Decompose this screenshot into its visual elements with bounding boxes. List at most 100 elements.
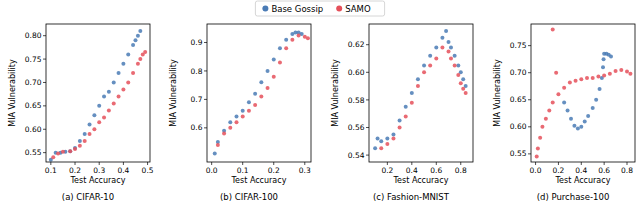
point <box>628 72 632 76</box>
x-tick-label: 0.4 <box>117 166 129 175</box>
y-tick-label: 0.62 <box>348 40 365 49</box>
point <box>68 149 72 153</box>
x-tick-label: 0.2 <box>69 166 81 175</box>
x-tick-label: 0.2 <box>381 166 393 175</box>
point <box>107 109 111 113</box>
y-tick-label: 0.60 <box>510 122 527 131</box>
x-label: Test Accuracy <box>231 176 287 185</box>
point <box>51 155 55 159</box>
point <box>583 119 587 123</box>
y-tick-label: 0.58 <box>348 96 365 105</box>
y-label: MIA Vulnerability <box>493 59 502 127</box>
y-tick-label: 0.56 <box>348 123 365 132</box>
point <box>379 139 383 143</box>
point <box>410 101 414 105</box>
x-label: Test Accuracy <box>393 176 449 185</box>
point <box>126 80 130 84</box>
x-tick-label: 0.2 <box>268 166 280 175</box>
point <box>398 126 402 130</box>
point <box>456 73 460 77</box>
point <box>594 98 598 102</box>
point <box>266 86 270 90</box>
point <box>97 120 101 124</box>
y-tick <box>366 127 369 128</box>
x-tick <box>387 162 388 165</box>
point <box>107 90 111 94</box>
point <box>213 151 217 155</box>
point <box>535 155 539 159</box>
y-tick-label: 0.75 <box>510 41 527 50</box>
y-tick <box>528 153 531 154</box>
x-tick-label: 0.8 <box>455 166 467 175</box>
legend-marker <box>336 6 342 12</box>
point <box>385 137 389 141</box>
points <box>373 29 468 150</box>
x-tick-label: 0.6 <box>598 166 610 175</box>
point <box>272 58 276 62</box>
point <box>78 144 82 148</box>
x-tick <box>211 162 212 165</box>
point <box>404 114 408 118</box>
y-tick-label: 0.75 <box>25 55 42 64</box>
caption: (a) CIFAR-10 <box>62 192 114 202</box>
point <box>259 95 263 99</box>
y-tick-label: 0.54 <box>348 151 365 160</box>
point <box>121 87 125 91</box>
point <box>602 73 606 77</box>
point <box>447 50 451 54</box>
point <box>447 40 451 44</box>
point <box>121 62 125 66</box>
point <box>92 127 96 131</box>
point <box>290 38 294 42</box>
point <box>598 87 602 91</box>
point <box>136 62 140 66</box>
point <box>538 136 542 140</box>
point <box>556 92 560 96</box>
y-tick <box>43 152 46 153</box>
point <box>297 33 301 37</box>
point <box>131 71 135 75</box>
y-tick-label: 0.80 <box>25 31 42 40</box>
y-tick <box>43 105 46 106</box>
point <box>562 100 566 104</box>
point <box>278 46 282 50</box>
x-label: Test Accuracy <box>70 176 126 185</box>
point <box>284 46 288 50</box>
point <box>569 117 573 121</box>
x-tick-label: 0.8 <box>621 166 633 175</box>
point <box>247 109 251 113</box>
point <box>138 29 142 33</box>
point <box>266 69 270 73</box>
y-tick-label: 0.55 <box>25 148 42 157</box>
x-tick-label: 0.3 <box>93 166 105 175</box>
panel: 0.10.20.30.40.50.550.600.650.700.750.80T… <box>8 24 154 202</box>
figure: 0.10.20.30.40.50.550.600.650.700.750.80T… <box>0 0 640 204</box>
x-tick <box>436 162 437 165</box>
point <box>259 80 263 84</box>
point <box>126 52 130 56</box>
point <box>133 38 137 42</box>
point <box>585 76 589 80</box>
x-tick <box>581 162 582 165</box>
panel: 0.00.20.40.60.80.550.600.650.700.75Test … <box>493 24 635 202</box>
x-tick-label: 0.4 <box>575 166 587 175</box>
point <box>449 57 453 61</box>
point <box>449 45 453 49</box>
y-tick <box>43 59 46 60</box>
point <box>278 60 282 64</box>
frame <box>531 24 635 162</box>
point <box>591 76 595 80</box>
y-tick-label: 0.60 <box>348 68 365 77</box>
point <box>373 146 377 150</box>
point <box>456 63 460 67</box>
x-tick-label: 0.0 <box>206 166 218 175</box>
point <box>410 91 414 95</box>
x-tick <box>558 162 559 165</box>
x-tick-label: 0.3 <box>299 166 311 175</box>
point <box>461 87 465 91</box>
point <box>536 146 540 150</box>
legend-label: SAMO <box>345 4 371 14</box>
y-tick <box>43 35 46 36</box>
y-tick <box>528 99 531 100</box>
point <box>78 139 82 143</box>
